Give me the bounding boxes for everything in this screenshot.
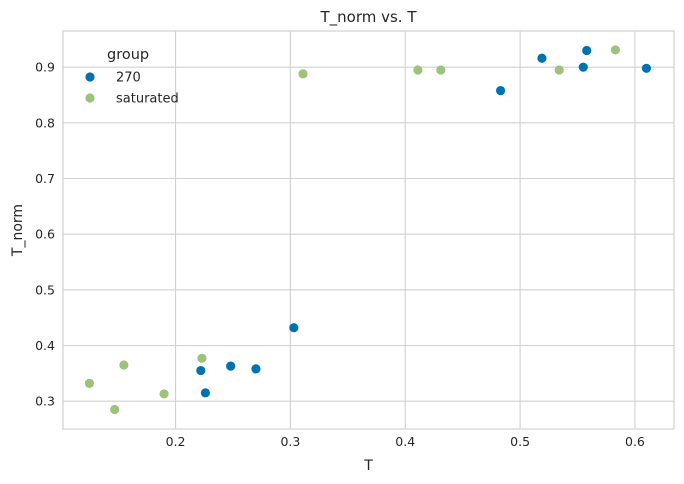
point-270 bbox=[495, 85, 506, 96]
point-saturated bbox=[84, 378, 95, 388]
y-tick-label: 0.7 bbox=[35, 171, 55, 186]
legend-label: 270 bbox=[116, 71, 141, 86]
point-270 bbox=[196, 365, 206, 376]
plot-area bbox=[62, 30, 675, 430]
y-tick-label: 0.3 bbox=[35, 394, 55, 409]
y-axis-label: T_norm bbox=[10, 204, 26, 257]
legend-label: saturated bbox=[116, 92, 179, 107]
legend-marker-saturated bbox=[85, 93, 95, 103]
point-saturated bbox=[298, 69, 308, 79]
x-tick-label: 0.6 bbox=[625, 434, 645, 449]
y-tick-label: 0.8 bbox=[35, 115, 55, 130]
point-saturated bbox=[436, 65, 446, 75]
x-tick-label: 0.5 bbox=[510, 434, 530, 449]
y-tick-label: 0.4 bbox=[35, 338, 55, 353]
x-tick-label: 0.3 bbox=[280, 434, 300, 449]
point-saturated bbox=[610, 45, 621, 55]
chart-title: T_norm vs. T bbox=[319, 8, 417, 27]
point-270 bbox=[641, 63, 652, 73]
y-tick-label: 0.6 bbox=[35, 227, 55, 242]
y-tick-label: 0.5 bbox=[35, 282, 55, 297]
y-tick-label: 0.9 bbox=[35, 60, 55, 75]
point-saturated bbox=[554, 65, 564, 75]
legend: group 270 saturated bbox=[85, 47, 179, 107]
data-points bbox=[84, 45, 652, 415]
point-270 bbox=[200, 388, 211, 398]
legend-marker-270 bbox=[85, 72, 95, 82]
x-tick-label: 0.2 bbox=[166, 434, 186, 449]
point-270 bbox=[226, 361, 236, 371]
point-saturated bbox=[197, 353, 207, 363]
legend-title: group bbox=[107, 47, 149, 63]
tick-labels: 0.2 0.3 0.4 0.5 0.6 0.3 0.4 0.5 0.6 0.7 0.8 0.9 bbox=[35, 60, 645, 449]
grid-lines bbox=[63, 31, 674, 429]
point-saturated bbox=[119, 360, 129, 370]
point-270 bbox=[251, 364, 261, 374]
x-axis-label: T bbox=[363, 458, 373, 474]
point-saturated bbox=[413, 65, 423, 75]
point-270 bbox=[289, 323, 299, 333]
point-270 bbox=[578, 62, 588, 72]
point-saturated bbox=[110, 404, 120, 415]
point-saturated bbox=[159, 389, 169, 399]
point-270 bbox=[537, 53, 547, 63]
point-270 bbox=[582, 45, 592, 56]
x-tick-label: 0.4 bbox=[395, 434, 415, 449]
